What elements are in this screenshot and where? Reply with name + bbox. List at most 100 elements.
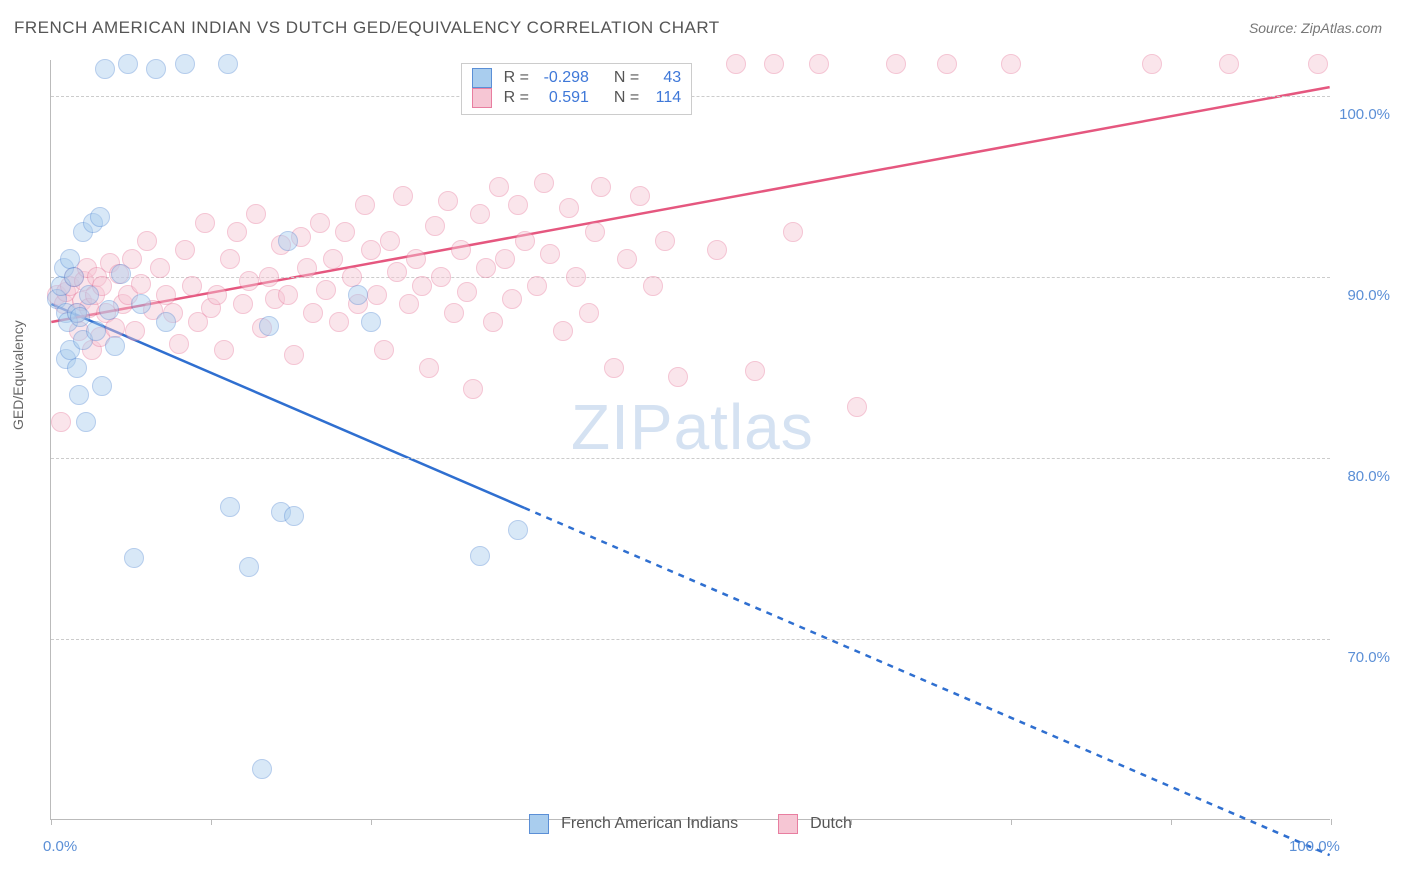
scatter-point-pink bbox=[246, 204, 266, 224]
scatter-point-pink bbox=[1142, 54, 1162, 74]
plot-area: ZIPatlas 70.0%80.0%90.0%100.0%0.0%100.0%… bbox=[50, 60, 1330, 820]
scatter-point-blue bbox=[239, 557, 259, 577]
scatter-point-pink bbox=[406, 249, 426, 269]
stat-label-n: N = bbox=[614, 69, 639, 87]
scatter-point-pink bbox=[182, 276, 202, 296]
scatter-point-pink bbox=[227, 222, 247, 242]
scatter-point-blue bbox=[95, 59, 115, 79]
scatter-point-blue bbox=[348, 285, 368, 305]
scatter-point-blue bbox=[99, 300, 119, 320]
stats-row-pink: R =0.591 N =114 bbox=[472, 88, 682, 108]
x-tick-mark bbox=[1331, 819, 1332, 825]
scatter-point-pink bbox=[502, 289, 522, 309]
stat-value-r: -0.298 bbox=[537, 69, 589, 87]
scatter-point-pink bbox=[726, 54, 746, 74]
scatter-point-pink bbox=[316, 280, 336, 300]
scatter-point-pink bbox=[259, 267, 279, 287]
stat-label-n: N = bbox=[614, 89, 639, 107]
scatter-point-pink bbox=[207, 285, 227, 305]
scatter-point-pink bbox=[1219, 54, 1239, 74]
trend-lines-layer bbox=[51, 60, 1330, 819]
scatter-point-blue bbox=[60, 249, 80, 269]
scatter-point-pink bbox=[630, 186, 650, 206]
scatter-point-pink bbox=[214, 340, 234, 360]
scatter-point-pink bbox=[156, 285, 176, 305]
scatter-point-pink bbox=[195, 213, 215, 233]
scatter-point-pink bbox=[508, 195, 528, 215]
scatter-point-blue bbox=[124, 548, 144, 568]
scatter-point-pink bbox=[425, 216, 445, 236]
scatter-point-pink bbox=[131, 274, 151, 294]
y-tick-label: 80.0% bbox=[1347, 468, 1390, 485]
scatter-point-blue bbox=[278, 231, 298, 251]
scatter-point-pink bbox=[553, 321, 573, 341]
scatter-point-pink bbox=[150, 258, 170, 278]
source-attribution: Source: ZipAtlas.com bbox=[1249, 20, 1382, 36]
correlation-chart: FRENCH AMERICAN INDIAN VS DUTCH GED/EQUI… bbox=[0, 0, 1406, 892]
gridline bbox=[51, 458, 1330, 459]
y-tick-label: 90.0% bbox=[1347, 287, 1390, 304]
scatter-point-pink bbox=[515, 231, 535, 251]
scatter-point-pink bbox=[329, 312, 349, 332]
scatter-point-blue bbox=[284, 506, 304, 526]
scatter-point-pink bbox=[380, 231, 400, 251]
chart-title: FRENCH AMERICAN INDIAN VS DUTCH GED/EQUI… bbox=[14, 18, 720, 38]
scatter-point-blue bbox=[220, 497, 240, 517]
scatter-point-pink bbox=[1001, 54, 1021, 74]
scatter-point-blue bbox=[118, 54, 138, 74]
scatter-point-blue bbox=[64, 267, 84, 287]
scatter-point-blue bbox=[361, 312, 381, 332]
scatter-point-pink bbox=[886, 54, 906, 74]
watermark: ZIPatlas bbox=[571, 390, 814, 464]
scatter-point-pink bbox=[367, 285, 387, 305]
scatter-point-blue bbox=[131, 294, 151, 314]
scatter-point-pink bbox=[847, 397, 867, 417]
scatter-point-pink bbox=[534, 173, 554, 193]
scatter-point-pink bbox=[457, 282, 477, 302]
scatter-point-pink bbox=[527, 276, 547, 296]
scatter-point-pink bbox=[125, 321, 145, 341]
scatter-point-pink bbox=[591, 177, 611, 197]
scatter-point-pink bbox=[495, 249, 515, 269]
scatter-point-blue bbox=[67, 358, 87, 378]
scatter-point-pink bbox=[431, 267, 451, 287]
scatter-point-pink bbox=[393, 186, 413, 206]
scatter-point-blue bbox=[146, 59, 166, 79]
scatter-point-pink bbox=[451, 240, 471, 260]
scatter-point-pink bbox=[566, 267, 586, 287]
x-tick-label: 0.0% bbox=[43, 838, 77, 855]
scatter-point-blue bbox=[69, 385, 89, 405]
scatter-point-blue bbox=[470, 546, 490, 566]
scatter-point-pink bbox=[175, 240, 195, 260]
scatter-point-blue bbox=[92, 376, 112, 396]
scatter-point-pink bbox=[745, 361, 765, 381]
scatter-point-pink bbox=[809, 54, 829, 74]
scatter-point-blue bbox=[218, 54, 238, 74]
scatter-point-pink bbox=[419, 358, 439, 378]
scatter-point-pink bbox=[342, 267, 362, 287]
stat-value-n: 43 bbox=[647, 69, 681, 87]
scatter-point-pink bbox=[559, 198, 579, 218]
scatter-point-pink bbox=[668, 367, 688, 387]
scatter-point-pink bbox=[764, 54, 784, 74]
scatter-point-pink bbox=[374, 340, 394, 360]
scatter-point-pink bbox=[137, 231, 157, 251]
y-axis-label: GED/Equivalency bbox=[10, 320, 26, 430]
scatter-point-pink bbox=[335, 222, 355, 242]
scatter-point-blue bbox=[252, 759, 272, 779]
stat-value-r: 0.591 bbox=[537, 89, 589, 107]
y-tick-label: 70.0% bbox=[1347, 649, 1390, 666]
scatter-point-pink bbox=[284, 345, 304, 365]
scatter-point-pink bbox=[483, 312, 503, 332]
x-tick-label: 100.0% bbox=[1289, 838, 1340, 855]
scatter-point-pink bbox=[105, 318, 125, 338]
scatter-point-pink bbox=[579, 303, 599, 323]
scatter-point-pink bbox=[297, 258, 317, 278]
legend-swatch bbox=[529, 814, 549, 834]
stat-value-n: 114 bbox=[647, 89, 681, 107]
legend-label: Dutch bbox=[810, 815, 852, 833]
x-tick-mark bbox=[1011, 819, 1012, 825]
scatter-point-blue bbox=[175, 54, 195, 74]
x-tick-mark bbox=[211, 819, 212, 825]
scatter-point-pink bbox=[233, 294, 253, 314]
